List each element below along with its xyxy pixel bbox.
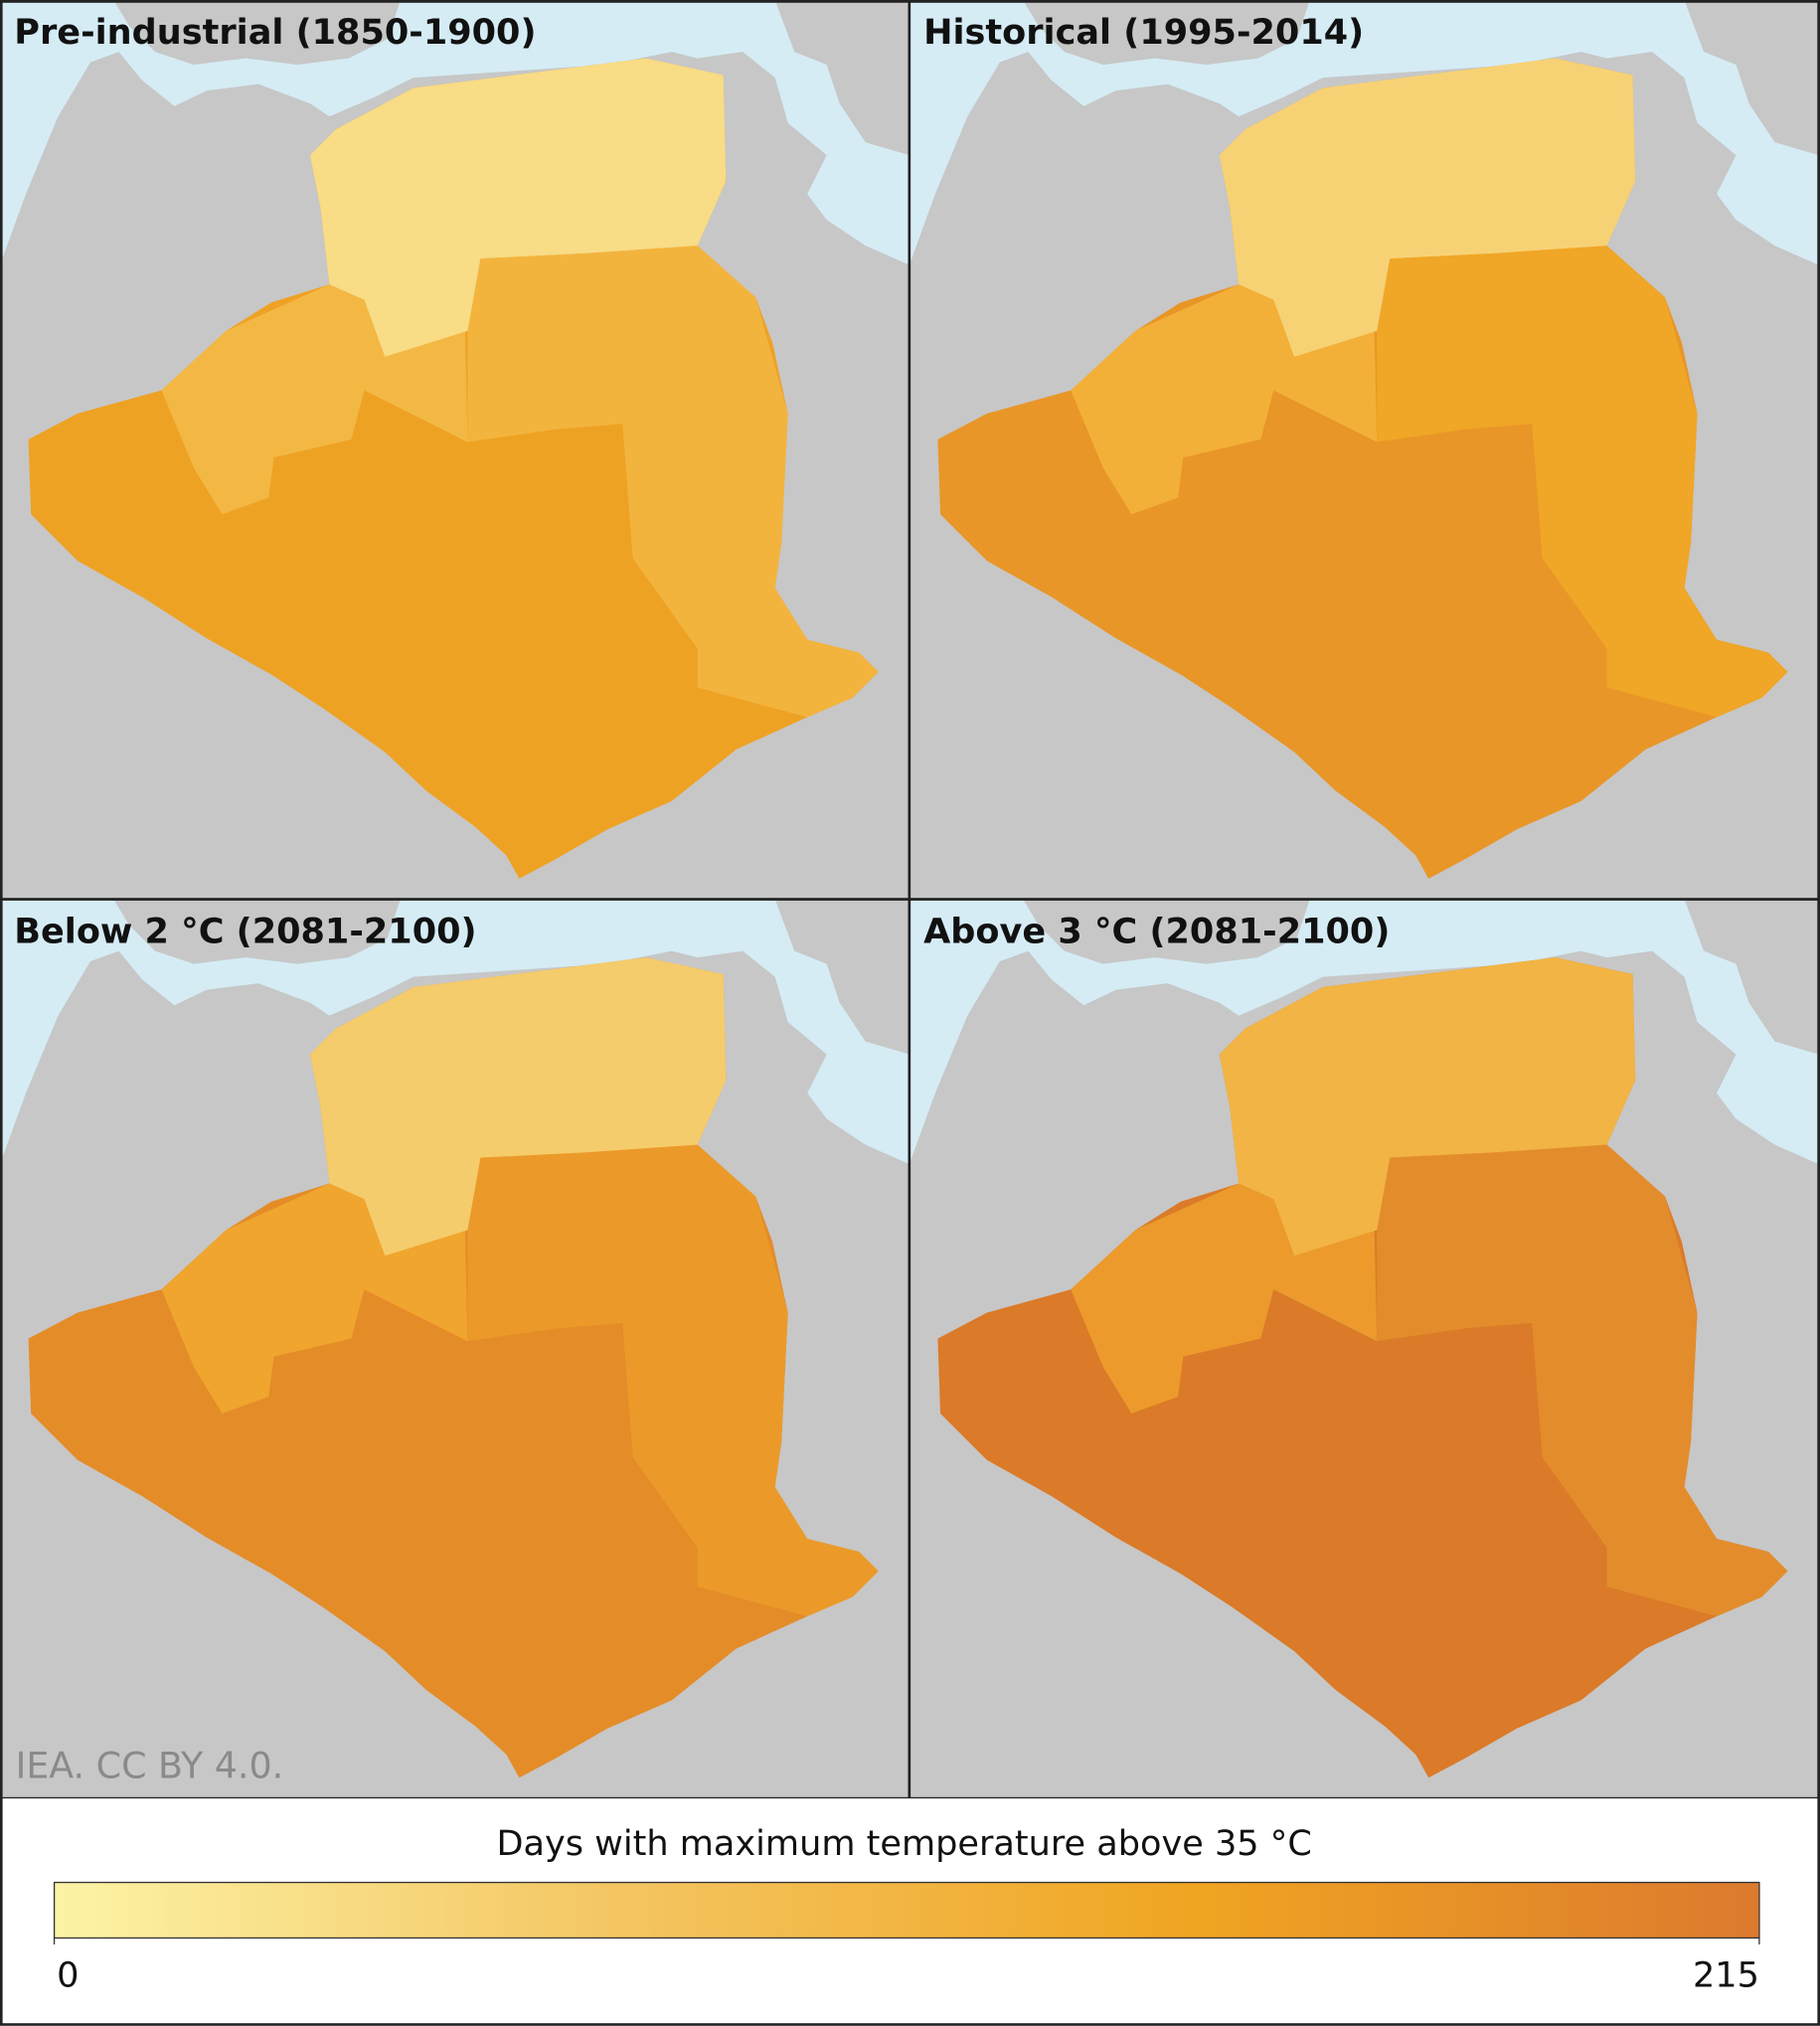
land — [113, 0, 401, 66]
colorbar-tick-label: 0 — [57, 1954, 79, 1995]
region — [161, 1183, 468, 1414]
panel-title: Pre-industrial (1850-1900) — [14, 12, 536, 53]
land — [1023, 0, 1310, 66]
region — [1377, 1144, 1788, 1616]
colorbar — [53, 1881, 1760, 1940]
panel-title: Historical (1995-2014) — [923, 12, 1364, 53]
map-panel: Above 3 °C (2081-2100) — [908, 898, 1820, 1800]
region — [309, 957, 727, 1257]
sea — [0, 899, 910, 1165]
region — [1071, 284, 1378, 515]
land — [113, 899, 401, 964]
region — [309, 58, 727, 357]
map-panel: Pre-industrial (1850-1900) — [0, 0, 911, 901]
credit: IEA. CC BY 4.0. — [16, 1744, 284, 1786]
land — [774, 899, 910, 1055]
region — [467, 246, 879, 718]
region — [1219, 957, 1636, 1257]
sea — [0, 0, 910, 265]
sea — [909, 899, 1819, 1165]
region — [161, 284, 468, 515]
region — [1377, 246, 1788, 718]
region — [467, 1144, 879, 1616]
region — [1071, 1183, 1378, 1414]
sea — [909, 0, 1819, 265]
land — [1684, 0, 1819, 156]
region — [1219, 58, 1636, 357]
legend-title: Days with maximum temperature above 35 °… — [496, 1823, 1311, 1864]
land — [1023, 899, 1310, 964]
colorbar-tick-label: 215 — [1693, 1954, 1759, 1995]
panel-title: Below 2 °C (2081-2100) — [14, 911, 476, 951]
land — [774, 0, 910, 156]
panel-title: Above 3 °C (2081-2100) — [923, 911, 1390, 951]
map-panel: Below 2 °C (2081-2100) IEA. CC BY 4.0. — [0, 898, 911, 1800]
land — [1684, 899, 1819, 1055]
map-panel: Historical (1995-2014) — [908, 0, 1820, 901]
